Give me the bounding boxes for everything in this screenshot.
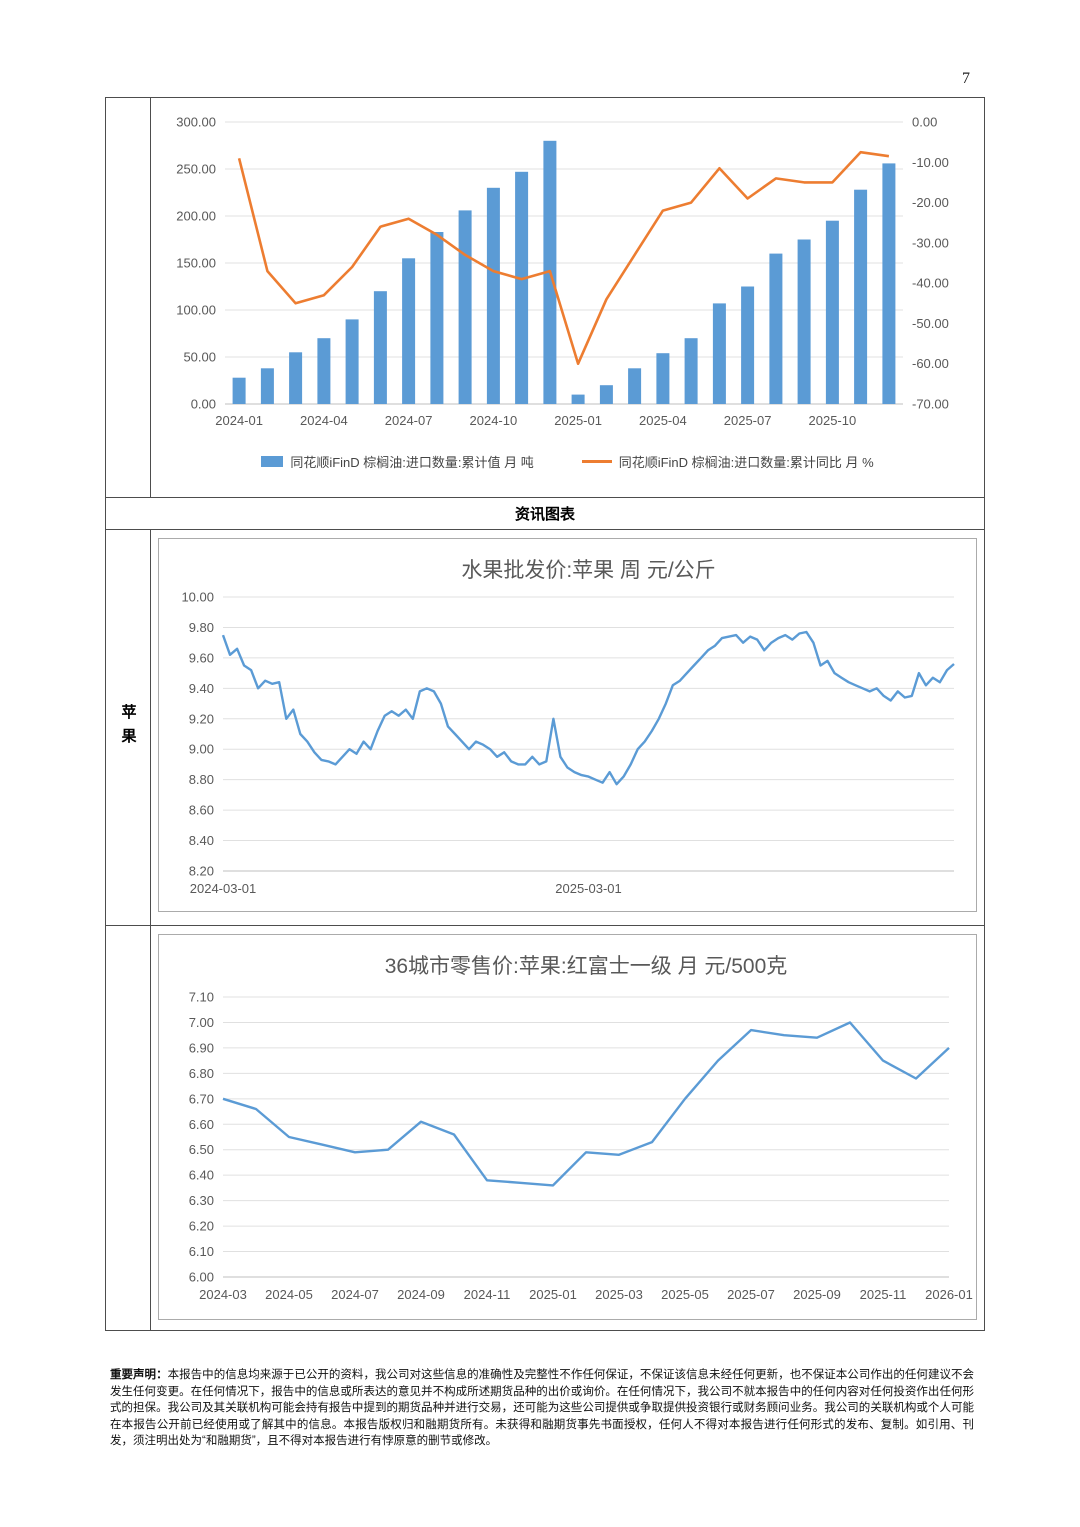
svg-text:2025-01: 2025-01 [529, 1287, 577, 1302]
chart-legend: 同花顺iFinD 棕榈油:进口数量:累计值 月 吨 同花顺iFinD 棕榈油:进… [151, 452, 984, 471]
x-axis-labels: 2024-01 2024-04 2024-07 2024-10 2025-01 2025-… [215, 413, 856, 428]
svg-text:2025-04: 2025-04 [639, 413, 687, 428]
svg-text:2024-01: 2024-01 [215, 413, 263, 428]
apple-wholesale-price-chart: 水果批发价:苹果 周 元/公斤 10.00 9.80 9.60 9.40 9.20 9.00… [159, 541, 976, 911]
svg-text:-40.00: -40.00 [912, 276, 949, 291]
yoy-line-series [237, 150, 890, 366]
svg-text:7.00: 7.00 [189, 1015, 214, 1030]
svg-text:200.00: 200.00 [176, 209, 216, 224]
section-header-text: 资讯图表 [514, 506, 575, 523]
chart2-svg: 水果批发价:苹果 周 元/公斤 10.00 9.80 9.60 9.40 9.20 9.00… [181, 559, 955, 896]
svg-text:7.10: 7.10 [189, 990, 214, 1005]
svg-text:8.40: 8.40 [189, 833, 214, 848]
svg-text:8.60: 8.60 [189, 803, 214, 818]
label-cell-empty-2 [106, 926, 151, 1330]
svg-text:9.60: 9.60 [189, 650, 214, 665]
svg-text:2025-03-01: 2025-03-01 [555, 881, 622, 896]
svg-text:6.60: 6.60 [189, 1117, 214, 1132]
line-series-swatch-icon [581, 460, 612, 463]
svg-text:0.00: 0.00 [191, 397, 216, 412]
sidebar-label-cell: 苹果 [106, 530, 151, 925]
price-line-series [221, 630, 955, 786]
apple-wholesale-chart-box: 水果批发价:苹果 周 元/公斤 10.00 9.80 9.60 9.40 9.20 9.00… [158, 538, 977, 912]
disclaimer-label: 重要声明： [110, 1369, 168, 1381]
svg-text:2025-05: 2025-05 [661, 1287, 709, 1302]
svg-text:250.00: 250.00 [176, 162, 216, 177]
svg-text:9.20: 9.20 [189, 711, 214, 726]
svg-text:2024-07: 2024-07 [385, 413, 433, 428]
bar-series-swatch-icon [261, 456, 284, 467]
apple-retail-chart-cell: 36城市零售价:苹果:红富士一级 月 元/500克 7.10 7.00 6.90 6.8… [151, 926, 984, 1330]
svg-text:2024-04: 2024-04 [300, 413, 348, 428]
svg-text:6.10: 6.10 [189, 1244, 214, 1259]
svg-text:6.90: 6.90 [189, 1040, 214, 1055]
svg-text:6.80: 6.80 [189, 1066, 214, 1081]
svg-text:2024-03: 2024-03 [199, 1287, 247, 1302]
apple-retail-row: 36城市零售价:苹果:红富士一级 月 元/500克 7.10 7.00 6.90 6.8… [106, 926, 984, 1330]
svg-text:6.40: 6.40 [189, 1168, 214, 1183]
svg-text:-10.00: -10.00 [912, 155, 949, 170]
svg-text:9.80: 9.80 [189, 620, 214, 635]
svg-text:300.00: 300.00 [176, 115, 216, 130]
svg-text:-20.00: -20.00 [912, 195, 949, 210]
legend-label-yoy: 同花顺iFinD 棕榈油:进口数量:累计同比 月 % [618, 455, 874, 470]
svg-text:2025-01: 2025-01 [554, 413, 602, 428]
palm-oil-import-chart: 0.00 50.00 100.00 150.00 200.00 250.00 300.00 0… [151, 106, 984, 436]
apple-wholesale-chart-cell: 水果批发价:苹果 周 元/公斤 10.00 9.80 9.60 9.40 9.20 9.00… [151, 530, 984, 925]
svg-text:-70.00: -70.00 [912, 397, 949, 412]
apple-retail-chart-box: 36城市零售价:苹果:红富士一级 月 元/500克 7.10 7.00 6.90 6.8… [158, 934, 977, 1320]
svg-text:36城市零售价:苹果:红富士一级 月 元/500克: 36城市零售价:苹果:红富士一级 月 元/500克 [385, 955, 788, 978]
sidebar-label-apple: 苹果 [119, 703, 137, 752]
svg-text:-30.00: -30.00 [912, 235, 949, 250]
svg-text:-60.00: -60.00 [912, 356, 949, 371]
svg-text:2024-11: 2024-11 [464, 1287, 511, 1302]
svg-text:50.00: 50.00 [183, 350, 216, 365]
svg-text:2024-03-01: 2024-03-01 [190, 881, 257, 896]
disclaimer-text: 本报告中的信息均来源于已公开的资料，我公司对这些信息的准确性及完整性不作任何保证… [110, 1369, 974, 1448]
bar-series [232, 140, 896, 405]
svg-text:100.00: 100.00 [176, 303, 216, 318]
legend-item-import-volume: 同花顺iFinD 棕榈油:进口数量:累计值 月 吨 [261, 452, 534, 471]
label-cell-empty [106, 98, 151, 497]
palm-oil-chart-row: 0.00 50.00 100.00 150.00 200.00 250.00 300.00 0… [106, 98, 984, 498]
svg-text:2024-05: 2024-05 [265, 1287, 313, 1302]
svg-text:9.40: 9.40 [189, 681, 214, 696]
svg-text:6.20: 6.20 [189, 1219, 214, 1234]
svg-text:2026-01: 2026-01 [925, 1287, 973, 1302]
svg-text:6.00: 6.00 [189, 1270, 214, 1285]
svg-text:8.80: 8.80 [189, 772, 214, 787]
legend-item-yoy: 同花顺iFinD 棕榈油:进口数量:累计同比 月 % [581, 452, 874, 471]
svg-text:8.20: 8.20 [189, 864, 214, 879]
svg-text:水果批发价:苹果 周 元/公斤: 水果批发价:苹果 周 元/公斤 [461, 559, 715, 582]
section-header: 资讯图表 [106, 498, 984, 530]
svg-text:2024-07: 2024-07 [331, 1287, 379, 1302]
price-line-series [222, 1021, 950, 1187]
palm-oil-chart-svg: 0.00 50.00 100.00 150.00 200.00 250.00 300.00 0… [176, 115, 949, 429]
svg-text:2025-11: 2025-11 [860, 1287, 907, 1302]
svg-text:2024-10: 2024-10 [470, 413, 518, 428]
svg-text:6.50: 6.50 [189, 1142, 214, 1157]
svg-text:2024-09: 2024-09 [397, 1287, 445, 1302]
chart3-svg: 36城市零售价:苹果:红富士一级 月 元/500克 7.10 7.00 6.90 6.8… [189, 955, 973, 1302]
apple-retail-price-chart: 36城市零售价:苹果:红富士一级 月 元/500克 7.10 7.00 6.90 6.8… [159, 937, 976, 1319]
svg-text:2025-03: 2025-03 [595, 1287, 643, 1302]
svg-text:0.00: 0.00 [912, 115, 937, 130]
svg-text:2025-07: 2025-07 [724, 413, 772, 428]
svg-text:-50.00: -50.00 [912, 316, 949, 331]
svg-text:6.30: 6.30 [189, 1193, 214, 1208]
svg-text:2025-10: 2025-10 [809, 413, 857, 428]
page-number: 7 [962, 70, 970, 87]
palm-oil-chart-cell: 0.00 50.00 100.00 150.00 200.00 250.00 300.00 0… [151, 98, 984, 497]
svg-text:2025-07: 2025-07 [727, 1287, 775, 1302]
svg-text:9.00: 9.00 [189, 742, 214, 757]
report-table: 0.00 50.00 100.00 150.00 200.00 250.00 300.00 0… [105, 97, 985, 1331]
svg-text:10.00: 10.00 [181, 590, 214, 605]
svg-text:150.00: 150.00 [176, 256, 216, 271]
svg-text:6.70: 6.70 [189, 1091, 214, 1106]
svg-text:2025-09: 2025-09 [793, 1287, 841, 1302]
apple-wholesale-row: 苹果 水果批发价:苹果 周 元/公斤 10.00 9.80 9.60 9.40 9.20 9… [106, 530, 984, 926]
disclaimer: 重要声明：本报告中的信息均来源于已公开的资料，我公司对这些信息的准确性及完整性不… [110, 1367, 974, 1450]
legend-label-import-volume: 同花顺iFinD 棕榈油:进口数量:累计值 月 吨 [290, 455, 534, 470]
gridlines [225, 121, 903, 405]
